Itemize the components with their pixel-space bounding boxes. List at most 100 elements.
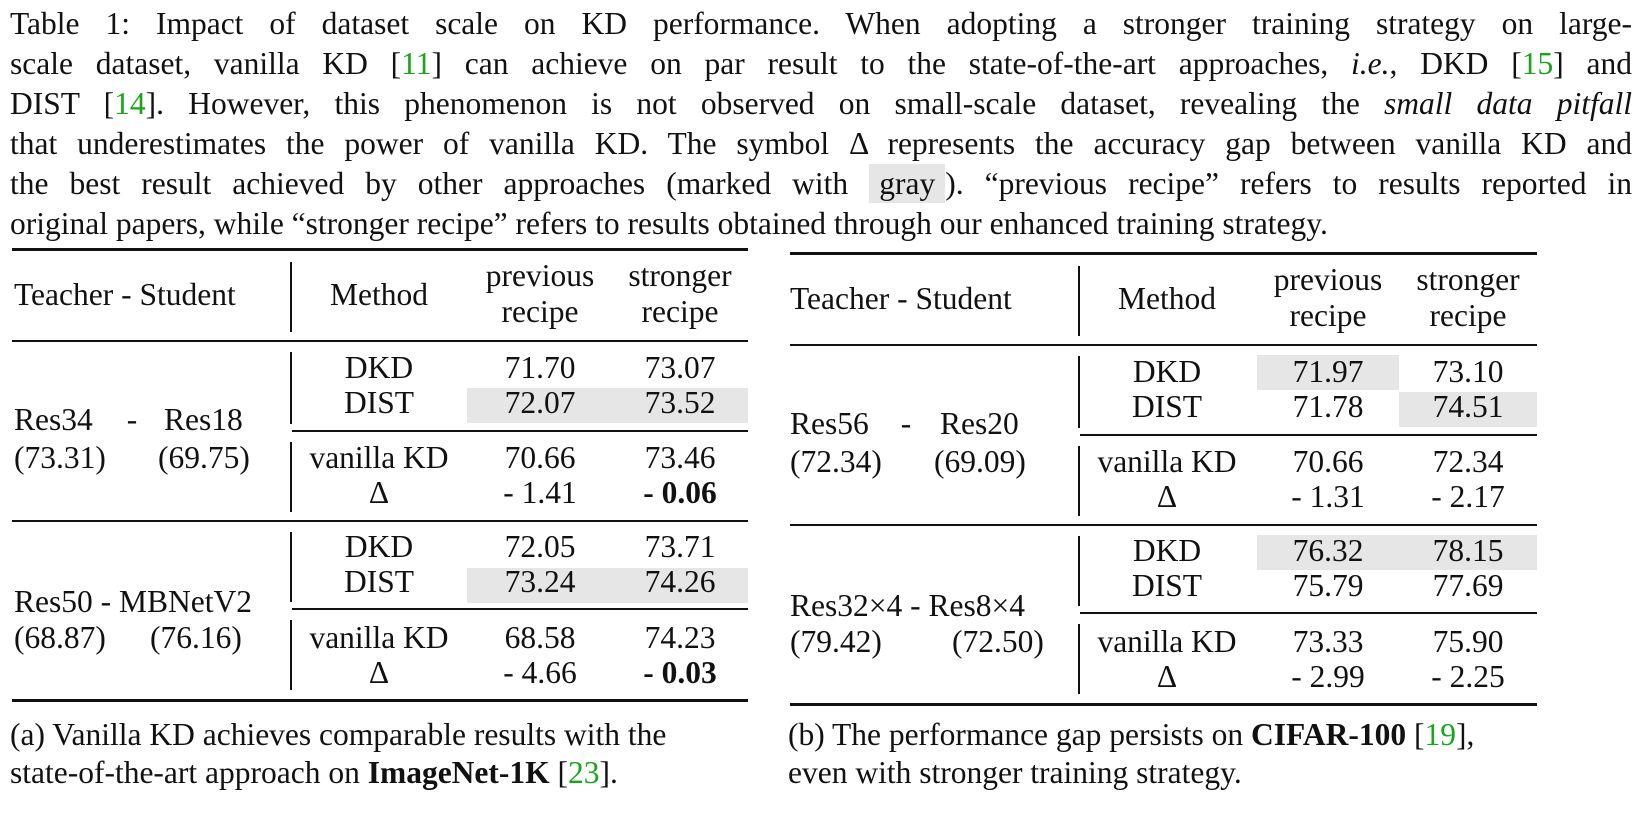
citation-link[interactable]: 14 xyxy=(114,86,146,121)
bottom-rule xyxy=(790,703,1537,706)
column-divider xyxy=(1078,624,1080,694)
column-divider xyxy=(1078,536,1080,606)
citation-link[interactable]: 15 xyxy=(1521,46,1554,81)
dash: - xyxy=(900,406,912,441)
value-cell: 73.33 xyxy=(1292,624,1364,659)
header-previous: recipe xyxy=(1289,298,1367,333)
dash: - xyxy=(126,402,138,437)
best-highlight xyxy=(1257,355,1399,390)
method-cell: vanilla KD xyxy=(1097,624,1237,659)
caption-line-5: the best result achieved by other approa… xyxy=(10,164,1633,203)
value-cell: 75.79 xyxy=(1292,568,1364,603)
value-cell: 71.97 xyxy=(1292,354,1364,389)
column-divider xyxy=(290,262,292,332)
bottom-rule xyxy=(12,699,748,702)
best-highlight xyxy=(467,568,748,603)
value-cell: 73.10 xyxy=(1432,354,1504,389)
top-rule xyxy=(12,248,748,251)
value-cell: - 1.31 xyxy=(1291,479,1365,514)
inner-rule xyxy=(1080,612,1537,614)
method-cell: DKD xyxy=(1132,354,1202,389)
citation-link[interactable]: 23 xyxy=(568,755,600,790)
header-stronger: recipe xyxy=(641,294,719,329)
method-cell: vanilla KD xyxy=(309,440,449,475)
value-cell: - 2.25 xyxy=(1431,659,1505,694)
value-cell: 74.26 xyxy=(644,564,716,599)
header-rule xyxy=(790,344,1537,346)
citation-link[interactable]: 11 xyxy=(401,46,432,81)
column-divider xyxy=(1078,266,1080,336)
citation-link[interactable]: 19 xyxy=(1424,717,1457,752)
header-previous: recipe xyxy=(501,294,579,329)
value-cell: 70.66 xyxy=(504,440,576,475)
best-highlight xyxy=(1257,535,1537,570)
value-cell: 74.23 xyxy=(644,620,716,655)
subcaption-b: (b) The performance gap persists on CIFA… xyxy=(788,717,1475,790)
column-divider xyxy=(1078,356,1080,428)
value-cell: 72.34 xyxy=(1432,444,1504,479)
method-cell: Δ xyxy=(1156,479,1178,514)
value-cell: 73.71 xyxy=(644,529,716,564)
method-cell: DIST xyxy=(344,385,414,420)
value-cell: 74.51 xyxy=(1432,389,1504,424)
gray-marker-sample: gray xyxy=(869,164,946,203)
column-divider xyxy=(290,352,292,424)
header-stronger: stronger xyxy=(628,258,732,293)
value-cell: 70.66 xyxy=(1292,444,1364,479)
header-stronger: recipe xyxy=(1429,298,1507,333)
teacher-accuracy: (79.42) xyxy=(790,624,882,659)
teacher-accuracy: (72.34) xyxy=(790,444,882,479)
caption-line-1: Table 1: Impact of dataset scale on KD p… xyxy=(10,6,1632,41)
header-stronger: stronger xyxy=(1416,262,1520,297)
teacher-student-pair: Res32×4 - Res8×4 xyxy=(790,588,1026,623)
caption-line-6: original papers, while “stronger recipe”… xyxy=(10,206,1328,241)
best-highlight xyxy=(1399,392,1537,427)
value-cell: 72.07 xyxy=(504,385,576,420)
student-accuracy: (72.50) xyxy=(952,624,1044,659)
method-cell: DKD xyxy=(1132,533,1202,568)
header-previous: previous xyxy=(485,258,595,293)
value-cell: - 1.41 xyxy=(503,475,577,510)
column-divider xyxy=(290,620,292,690)
value-cell: - 0.03 xyxy=(643,655,717,690)
top-rule xyxy=(790,252,1537,255)
value-cell: 77.69 xyxy=(1432,568,1504,603)
subcaption-a: (a) Vanilla KD achieves comparable resul… xyxy=(10,717,667,790)
student-accuracy: (69.75) xyxy=(158,440,250,475)
value-cell: 78.15 xyxy=(1432,533,1504,568)
method-cell: DKD xyxy=(344,350,414,385)
value-cell: - 2.99 xyxy=(1291,659,1365,694)
teacher-name: Res56 xyxy=(790,406,869,441)
teacher-accuracy: (68.87) xyxy=(14,620,106,655)
teacher-accuracy: (73.31) xyxy=(14,440,106,475)
header-previous: previous xyxy=(1273,262,1383,297)
column-divider xyxy=(1078,446,1080,516)
caption-line-3: DIST [14]. However, this phenomenon is n… xyxy=(10,86,1632,121)
inner-rule xyxy=(292,608,748,610)
value-cell: 73.46 xyxy=(644,440,716,475)
method-cell: DIST xyxy=(344,564,414,599)
value-cell: - 0.06 xyxy=(643,475,717,510)
header-method: Method xyxy=(1118,281,1216,316)
student-accuracy: (69.09) xyxy=(934,444,1026,479)
method-cell: vanilla KD xyxy=(1097,444,1237,479)
value-cell: 68.58 xyxy=(504,620,576,655)
teacher-student-pair: Res50 - MBNetV2 xyxy=(14,584,252,619)
header-rule xyxy=(12,340,748,342)
caption-line-4: that underestimates the power of vanilla… xyxy=(10,126,1632,161)
column-divider xyxy=(290,442,292,512)
student-accuracy: (76.16) xyxy=(150,620,242,655)
group-rule xyxy=(12,520,748,522)
value-cell: 73.24 xyxy=(504,564,576,599)
student-name: Res18 xyxy=(164,402,243,437)
method-cell: Δ xyxy=(1156,659,1178,694)
column-divider xyxy=(290,532,292,602)
teacher-name: Res34 xyxy=(14,402,93,437)
value-cell: - 2.17 xyxy=(1431,479,1505,514)
caption-line-2: scale dataset, vanilla KD [11] can achie… xyxy=(10,46,1632,81)
method-cell: vanilla KD xyxy=(309,620,449,655)
method-cell: Δ xyxy=(368,475,390,510)
header-method: Method xyxy=(330,277,428,312)
method-cell: DIST xyxy=(1132,568,1202,603)
group-rule xyxy=(790,524,1537,526)
